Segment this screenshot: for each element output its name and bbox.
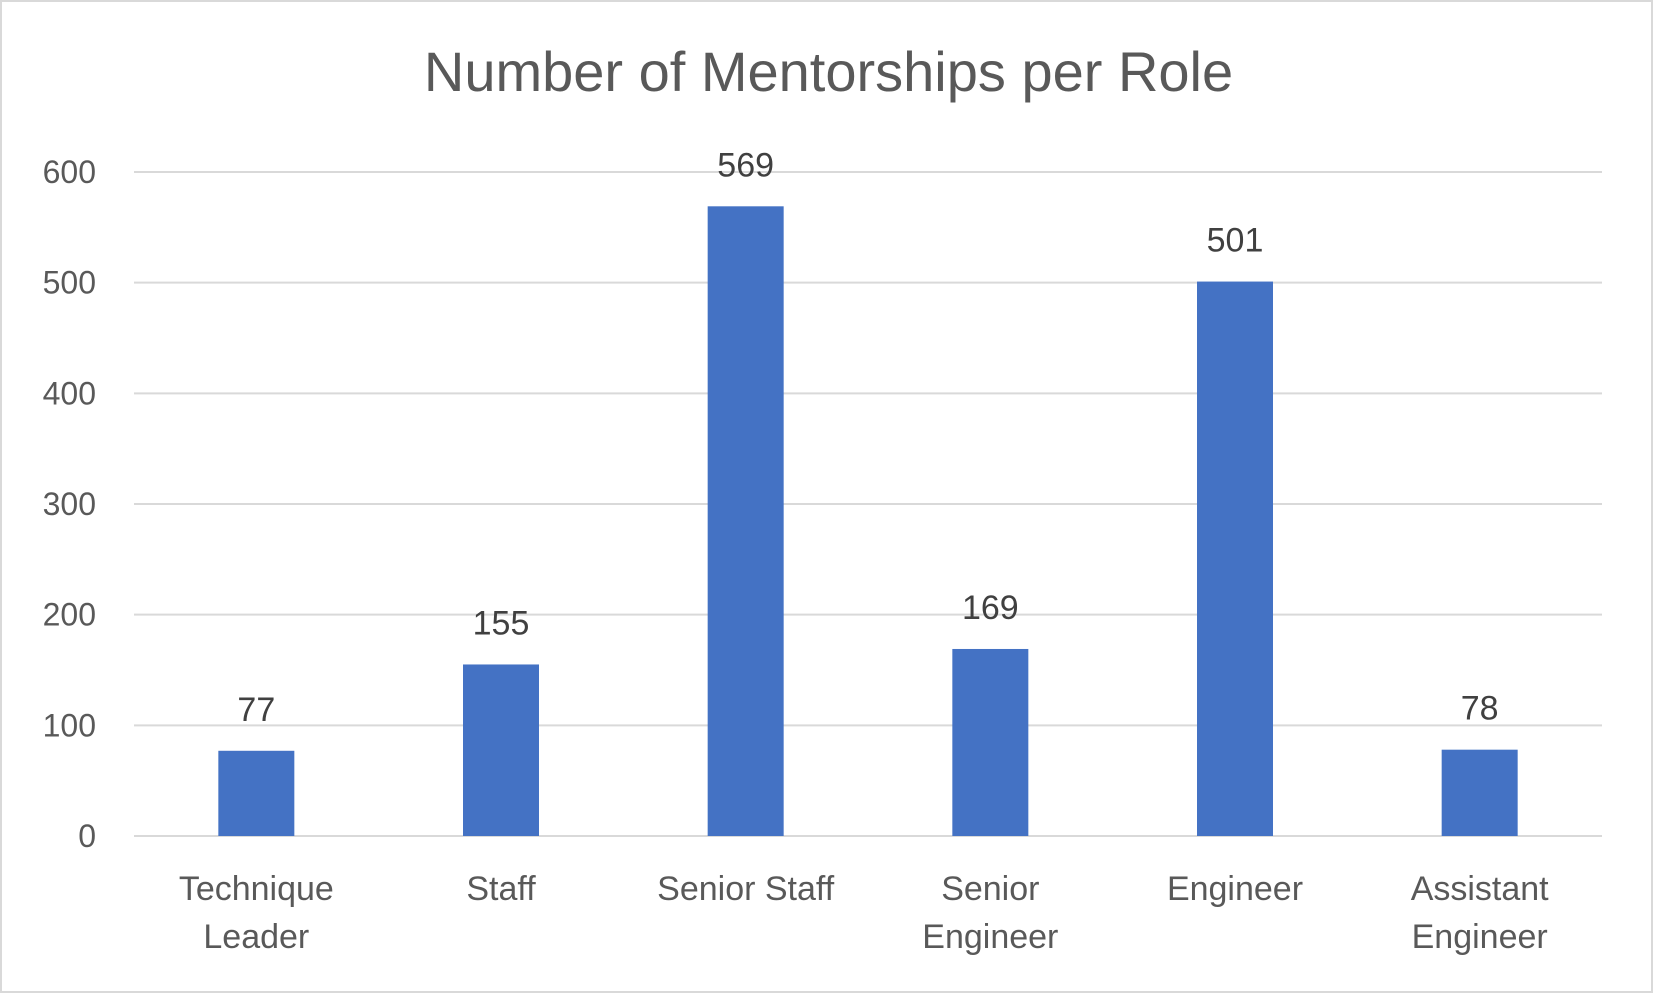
x-tick-label: Technique Leader [179, 870, 334, 956]
y-tick-label: 400 [43, 375, 96, 411]
y-tick-label: 500 [43, 265, 96, 301]
x-tick-label: Assistant Engineer [1411, 870, 1549, 956]
x-tick-label-line: Senior [941, 870, 1039, 908]
data-label: 155 [473, 604, 530, 642]
x-tick-label: Engineer [1167, 870, 1303, 908]
x-axis-category-labels: Technique Leader Staff Senior Staff Senior En… [179, 870, 1549, 956]
bar[interactable] [463, 664, 539, 836]
y-tick-label: 0 [78, 818, 96, 854]
x-tick-label-line: Staff [466, 870, 536, 908]
data-label: 169 [962, 589, 1019, 627]
data-label: 78 [1461, 690, 1499, 728]
y-axis-tick-labels: 0 100 200 300 400 500 600 [43, 154, 96, 854]
x-tick-label-line: Assistant [1411, 870, 1549, 908]
data-labels: 77 155 569 169 501 78 [237, 146, 1498, 728]
x-tick-label-line: Technique [179, 870, 334, 908]
x-tick-label: Senior Staff [657, 870, 835, 908]
gridlines [134, 171, 1602, 837]
x-tick-label-line: Engineer [922, 918, 1058, 956]
data-label: 501 [1207, 222, 1264, 260]
x-tick-label-line: Leader [203, 918, 309, 956]
y-tick-label: 200 [43, 597, 96, 633]
data-label: 569 [717, 146, 774, 184]
bar[interactable] [707, 206, 784, 837]
x-tick-label-line: Engineer [1167, 870, 1303, 908]
bar[interactable] [218, 750, 295, 836]
y-tick-label: 300 [43, 486, 96, 522]
x-tick-label-line: Senior Staff [657, 870, 835, 908]
data-label: 77 [237, 691, 275, 729]
x-tick-label: Staff [466, 870, 536, 908]
x-tick-label-line: Engineer [1412, 918, 1548, 956]
y-tick-label: 600 [43, 154, 96, 190]
x-tick-label: Senior Engineer [922, 870, 1058, 956]
bar[interactable] [1441, 749, 1518, 836]
bar[interactable] [952, 648, 1029, 836]
bar[interactable] [1197, 281, 1273, 836]
y-tick-label: 100 [43, 707, 96, 743]
bars [218, 206, 1518, 837]
chart-title: Number of Mentorships per Role [423, 40, 1234, 103]
